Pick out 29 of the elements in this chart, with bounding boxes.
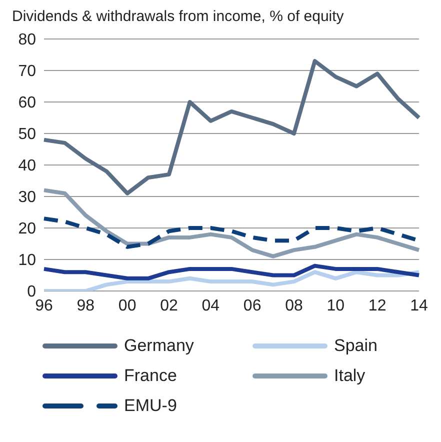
x-tick-label: 12: [368, 297, 386, 314]
x-tick-label: 00: [118, 297, 136, 314]
line-series: [42, 270, 421, 291]
legend-label: Spain: [334, 336, 378, 356]
x-tick-label: 02: [160, 297, 178, 314]
line-series: [42, 59, 421, 196]
chart-title: Dividends & withdrawals from income, % of equity: [12, 8, 345, 25]
y-tick-label: 70: [18, 63, 36, 80]
legend-label: Italy: [334, 366, 366, 386]
y-tick-label: 10: [18, 252, 36, 270]
x-tick-label: 06: [243, 297, 262, 314]
line-series: [42, 264, 421, 280]
y-tick-label: 30: [18, 189, 36, 206]
x-tick-label: 96: [35, 297, 53, 314]
legend-label: EMU-9: [124, 396, 177, 416]
legend-label: France: [124, 366, 177, 386]
x-tick-label: 98: [76, 297, 95, 314]
y-tick-label: 20: [18, 220, 36, 238]
y-tick-label: 80: [18, 32, 36, 49]
x-tick-label: 10: [326, 297, 345, 314]
x-tick-label: 08: [285, 297, 303, 314]
y-tick-label: 60: [18, 94, 36, 112]
y-tick-label: 50: [18, 126, 36, 144]
x-tick-label: 14: [410, 297, 428, 314]
x-tick-label: 04: [202, 297, 220, 314]
y-tick-label: 40: [18, 158, 36, 175]
line-series: [42, 188, 421, 258]
legend-label: Germany: [124, 336, 194, 356]
y-tick-label: 0: [27, 284, 36, 301]
